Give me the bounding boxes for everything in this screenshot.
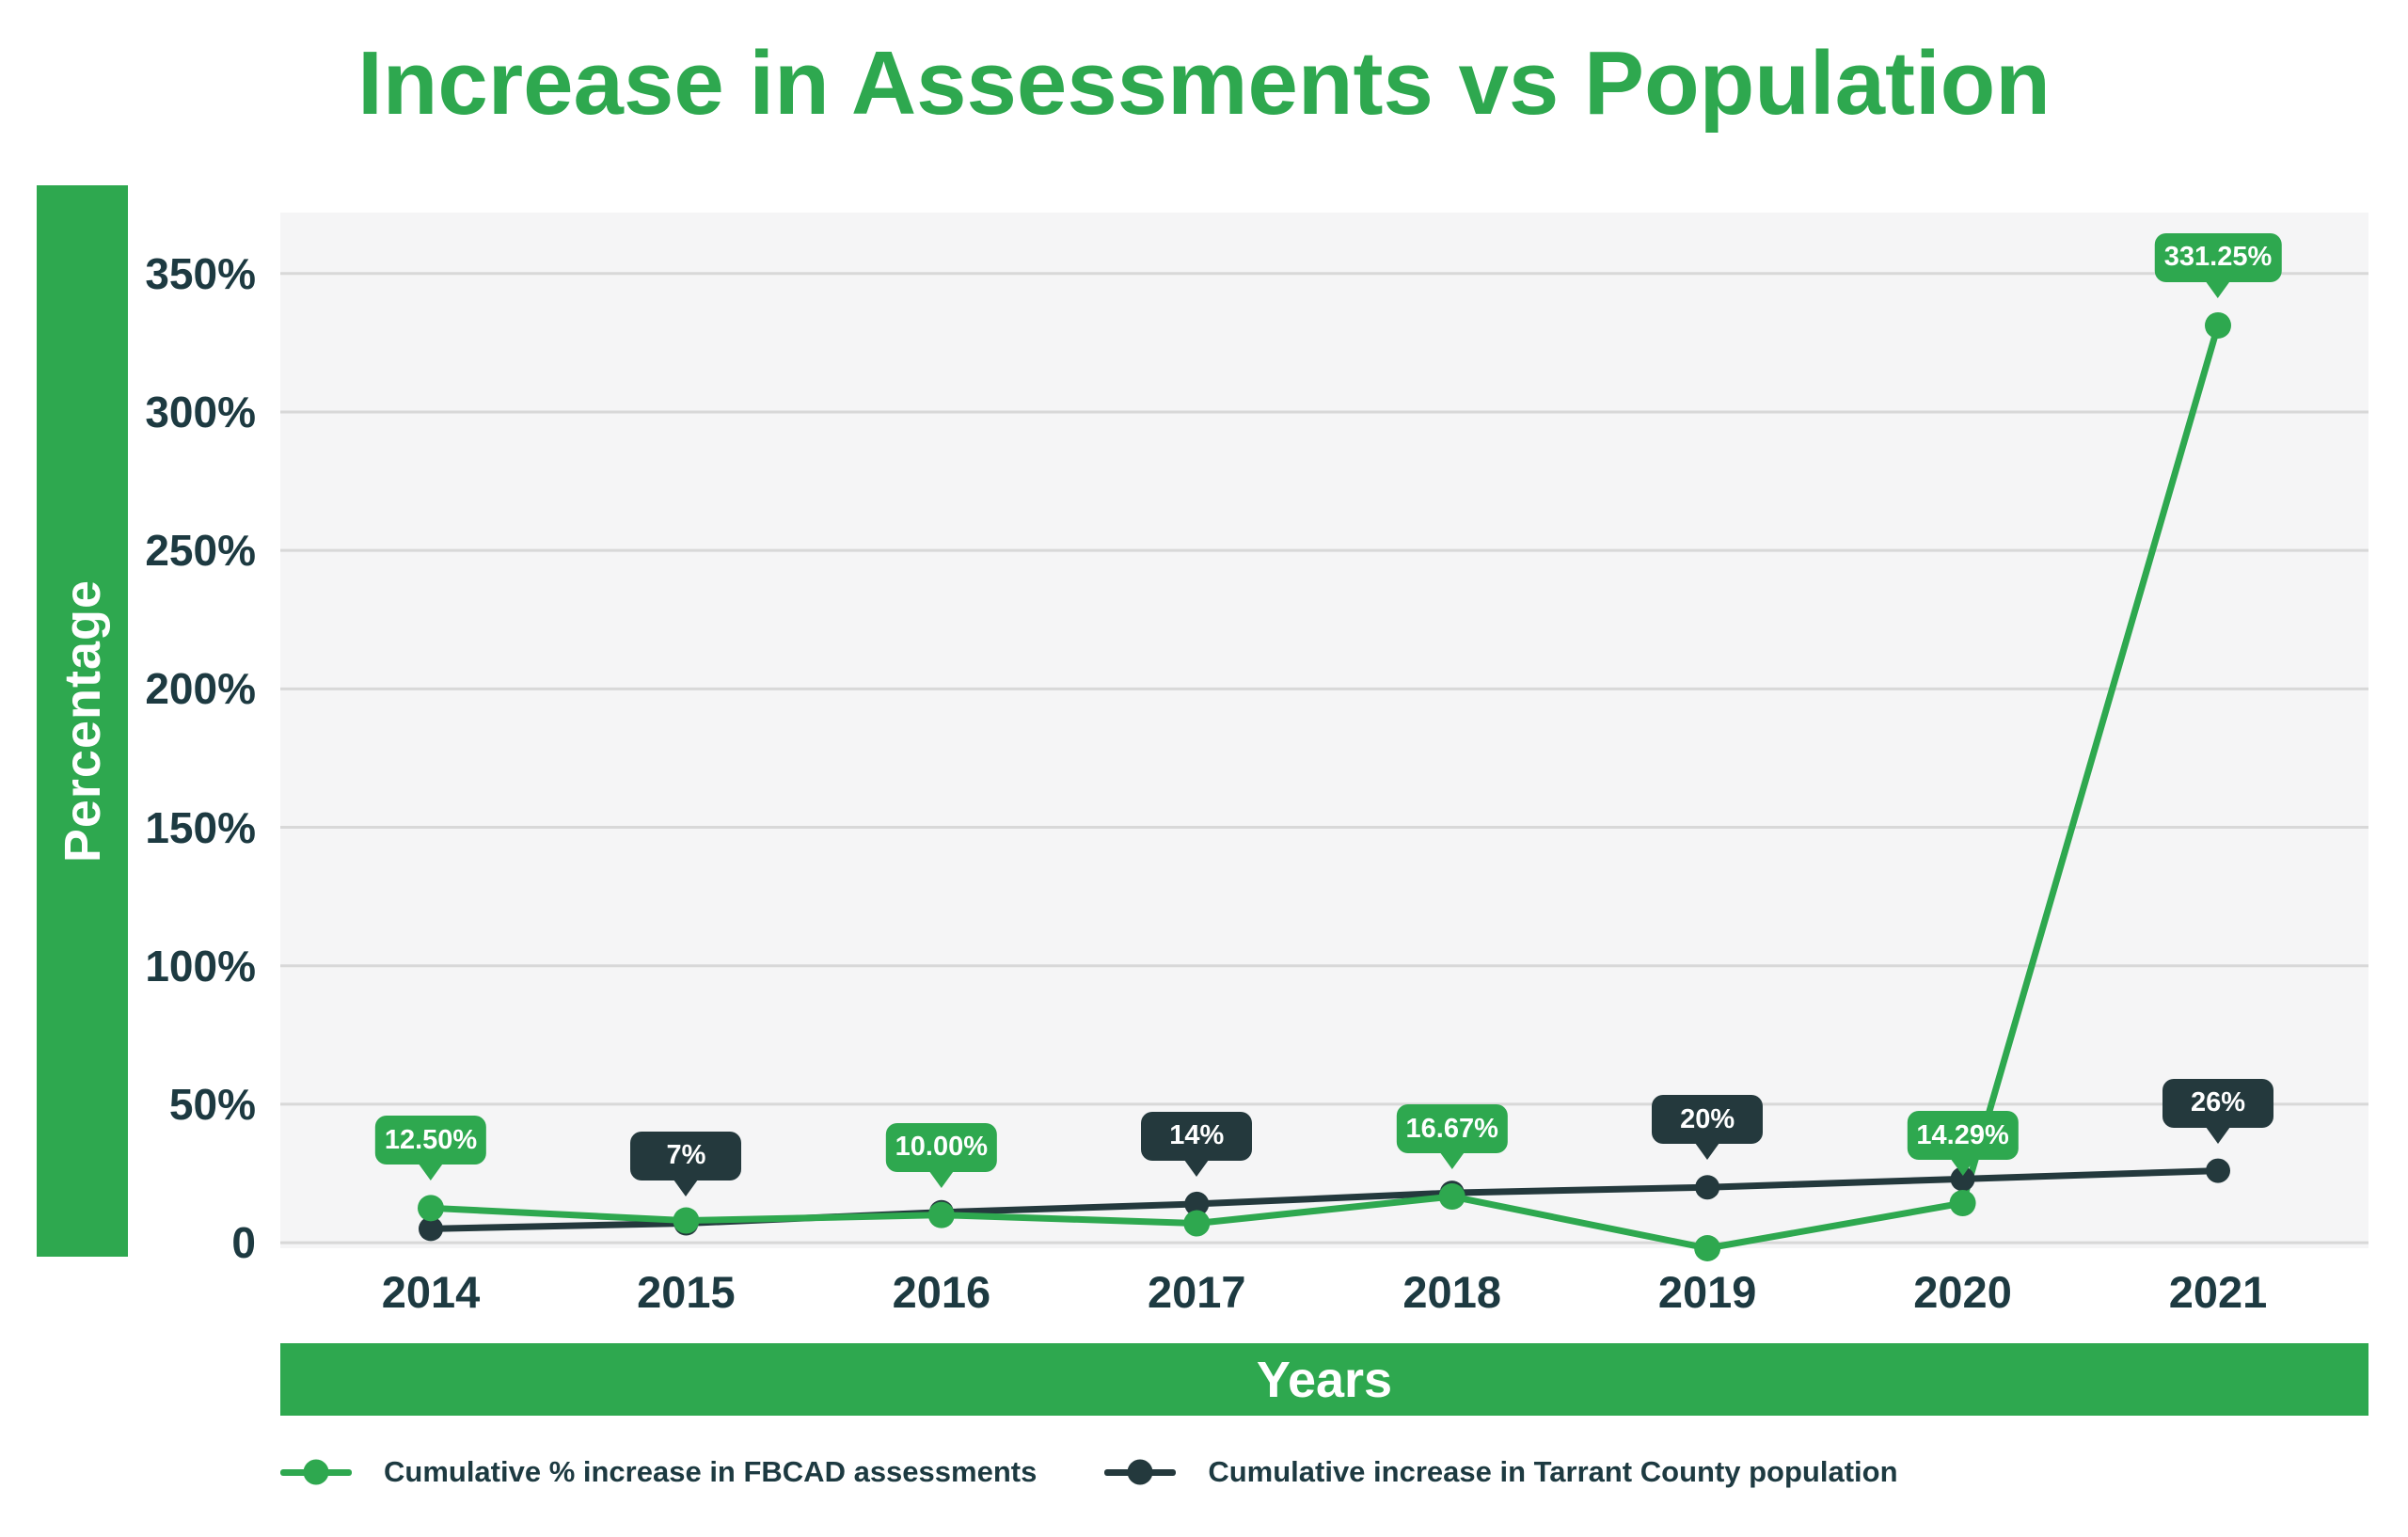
data-point-2014-tarrant [419, 1216, 443, 1242]
data-point-2015-fbcad [673, 1207, 700, 1234]
legend-item-tarrant: Cumulative increase in Tarrant County po… [1104, 1455, 1898, 1489]
data-point-2018-fbcad [1438, 1183, 1465, 1211]
line-chart [280, 272, 2368, 1261]
data-point-2017-fbcad [1183, 1210, 1211, 1237]
data-point-2021-tarrant [2206, 1158, 2230, 1183]
y-tick-label-50: 50% [168, 1079, 256, 1129]
legend-label-fbcad: Cumulative % increase in FBCAD assessmen… [384, 1455, 1038, 1488]
y-tick-label-150: 150% [145, 802, 256, 852]
x-tick-label-2017: 2017 [1148, 1267, 1246, 1317]
x-tick-label-2020: 2020 [1913, 1267, 2012, 1317]
plot-area [280, 213, 2368, 1261]
page-title: Increase in Assessments vs Population [357, 33, 2051, 134]
x-tick-label-2014: 2014 [381, 1267, 481, 1317]
x-tick-label-2018: 2018 [1402, 1267, 1501, 1317]
series-line-fbcad [427, 322, 2222, 1252]
x-axis-bar: Years [280, 1343, 2368, 1416]
legend: Cumulative % increase in FBCAD assessmen… [280, 1449, 2368, 1496]
data-point-2019-tarrant [1695, 1175, 1720, 1200]
y-tick-label-250: 250% [145, 526, 256, 576]
y-tick-label-100: 100% [145, 941, 256, 990]
legend-line-green-icon [280, 1459, 352, 1485]
data-point-2016-fbcad [927, 1201, 955, 1228]
legend-line-dark-icon [1104, 1459, 1177, 1485]
legend-item-fbcad: Cumulative % increase in FBCAD assessmen… [280, 1455, 1037, 1489]
x-tick-label-2016: 2016 [892, 1267, 991, 1317]
data-point-2014-fbcad [418, 1195, 444, 1222]
y-tick-label-0: 0 [231, 1218, 256, 1268]
data-point-2021-fbcad [2205, 311, 2231, 339]
data-point-2017-tarrant [1184, 1191, 1210, 1216]
data-point-2020-tarrant [1950, 1166, 1975, 1192]
x-tick-label-2021: 2021 [2168, 1267, 2268, 1317]
legend-label-tarrant: Cumulative increase in Tarrant County po… [1208, 1455, 1898, 1488]
data-point-2020-fbcad [1949, 1190, 1976, 1217]
y-axis-bar: Percentage [37, 185, 128, 1257]
y-tick-label-200: 200% [145, 664, 256, 714]
data-point-2019-fbcad [1694, 1235, 1721, 1261]
y-tick-label-350: 350% [145, 248, 256, 298]
x-tick-label-2015: 2015 [637, 1267, 736, 1317]
x-tick-label-2019: 2019 [1657, 1267, 1757, 1317]
y-tick-label-300: 300% [145, 387, 256, 436]
x-axis-label: Years [1256, 1351, 1393, 1408]
